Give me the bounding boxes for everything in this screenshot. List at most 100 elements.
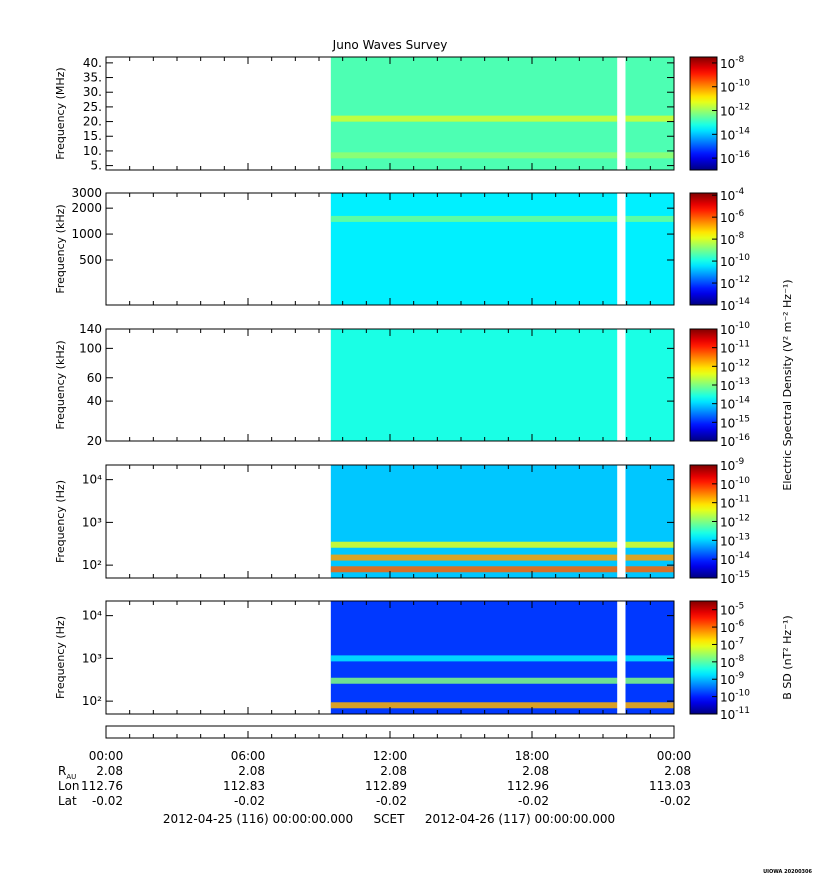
colorbar-tick-label: 10-9 xyxy=(720,671,745,687)
colorbar-tick-label: 10-15 xyxy=(720,570,750,586)
colorbar-tick-label: 10-12 xyxy=(720,275,750,291)
colorbar-tick-label: 10-10 xyxy=(720,476,750,492)
y-axis-label: Frequency (kHz) xyxy=(54,204,67,293)
time-range-label: SCET xyxy=(374,812,406,826)
colorbar-tick-label: 10-10 xyxy=(720,689,750,705)
y-tick-label: 10³ xyxy=(82,651,102,665)
y-tick-label: 100 xyxy=(79,341,102,355)
spectrogram-background xyxy=(330,57,674,170)
colorbar-tick-label: 10-4 xyxy=(720,187,745,203)
ephemeris-value: 2.08 xyxy=(96,764,123,778)
ephemeris-value: 112.89 xyxy=(365,779,407,793)
colorbar-label: Electric Spectral Density (V² m⁻² Hz⁻¹) xyxy=(781,279,794,490)
x-tick-label: 00:00 xyxy=(89,749,124,763)
y-axis-label: Frequency (Hz) xyxy=(54,480,67,563)
colorbar-tick-label: 10-10 xyxy=(720,321,750,337)
colorbar-tick-label: 10-8 xyxy=(720,231,745,247)
y-tick-label: 140 xyxy=(79,322,102,336)
footer-stamp: UIOWA 20200306 xyxy=(763,869,812,875)
ephemeris-row-label: Lon xyxy=(58,779,79,793)
spectrogram-band xyxy=(330,115,674,122)
y-tick-label: 60 xyxy=(87,371,102,385)
colorbar xyxy=(689,192,718,306)
ephemeris-row-label: Lat xyxy=(58,794,77,808)
ephemeris-value: 2.08 xyxy=(522,764,549,778)
x-tick-label: 12:00 xyxy=(373,749,408,763)
y-axis-label: Frequency (MHz) xyxy=(54,67,67,159)
ephemeris-value: -0.02 xyxy=(92,794,123,808)
colorbar-tick-label: 10-14 xyxy=(720,551,750,567)
data-gap xyxy=(617,57,626,170)
colorbar-tick-label: 10-11 xyxy=(720,495,750,511)
colorbar-tick-label: 10-11 xyxy=(720,340,750,356)
time-range-end: 2012-04-26 (117) 00:00:00.000 xyxy=(425,812,615,826)
colorbar-tick-label: 10-6 xyxy=(720,619,745,635)
colorbar xyxy=(689,56,718,171)
y-tick-label: 20 xyxy=(87,434,102,448)
y-tick-label: 40. xyxy=(83,56,102,70)
x-tick-label: 06:00 xyxy=(231,749,266,763)
y-tick-label: 3000 xyxy=(71,186,102,200)
y-tick-label: 10² xyxy=(82,694,102,708)
y-tick-label: 10² xyxy=(82,558,102,572)
panel-1: 5.10.15.20.25.30.35.40. Frequency (MHz) 10… xyxy=(54,55,750,173)
y-tick-label: 10³ xyxy=(82,515,102,529)
spectrogram-background xyxy=(330,329,674,441)
y-axis-label: Frequency (Hz) xyxy=(54,616,67,699)
y-tick-label: 15. xyxy=(83,129,102,143)
x-tick-label: 18:00 xyxy=(515,749,550,763)
colorbar-tick-label: 10-14 xyxy=(720,396,750,412)
time-range-start: 2012-04-25 (116) 00:00:00.000 xyxy=(163,812,353,826)
y-tick-label: 10. xyxy=(83,144,102,158)
colorbar-tick-label: 10-16 xyxy=(720,150,750,166)
colorbar-tick-label: 10-15 xyxy=(720,414,750,430)
ephemeris-value: 112.83 xyxy=(223,779,265,793)
ephemeris-value: -0.02 xyxy=(234,794,265,808)
y-tick-label: 30. xyxy=(83,85,102,99)
data-gap xyxy=(617,329,626,441)
data-gap xyxy=(617,601,626,714)
colorbar-tick-label: 10-16 xyxy=(720,433,750,449)
spectrogram-background xyxy=(330,193,674,305)
colorbar-label: B SD (nT² Hz⁻¹) xyxy=(781,615,794,699)
spectrogram-band xyxy=(330,655,674,662)
y-tick-label: 20. xyxy=(83,115,102,129)
spectrogram-band xyxy=(330,702,674,709)
spectrogram-band xyxy=(330,566,674,573)
colorbar-tick-label: 10-12 xyxy=(720,358,750,374)
data-gap xyxy=(617,465,626,578)
spectrogram-band xyxy=(330,677,674,684)
colorbar-tick-label: 10-14 xyxy=(720,297,750,313)
ephemeris-value: -0.02 xyxy=(518,794,549,808)
y-tick-label: 35. xyxy=(83,71,102,85)
y-tick-label: 500 xyxy=(79,253,102,267)
ephemeris-value: 112.76 xyxy=(81,779,123,793)
y-tick-label: 25. xyxy=(83,100,102,114)
y-tick-label: 1000 xyxy=(71,227,102,241)
figure-title: Juno Waves Survey xyxy=(332,38,448,52)
ephemeris-value: 112.96 xyxy=(507,779,549,793)
y-tick-label: 5. xyxy=(91,159,102,173)
spectrogram-band xyxy=(330,554,674,561)
colorbar-tick-label: 10-8 xyxy=(720,654,745,670)
spectrogram-band xyxy=(330,152,674,159)
ephemeris-value: -0.02 xyxy=(376,794,407,808)
y-tick-label: 2000 xyxy=(71,201,102,215)
colorbar-tick-label: 10-5 xyxy=(720,602,744,618)
y-tick-label: 10⁴ xyxy=(82,609,102,623)
colorbar-tick-label: 10-13 xyxy=(720,377,750,393)
colorbar-tick-label: 10-10 xyxy=(720,79,750,95)
colorbar-tick-label: 10-9 xyxy=(720,457,745,473)
colorbar-tick-label: 10-13 xyxy=(720,532,750,548)
colorbar-tick-label: 10-14 xyxy=(720,126,750,142)
panel-3: 20 40 60 100 140 Frequency (kHz) 10-10 10-11 10-… xyxy=(54,279,794,490)
spectrogram-band xyxy=(330,541,674,548)
y-axis-label: Frequency (kHz) xyxy=(54,340,67,429)
x-tick-label: 00:00 xyxy=(657,749,692,763)
ephemeris-value: 2.08 xyxy=(664,764,691,778)
colorbar-tick-label: 10-12 xyxy=(720,103,750,119)
ephemeris-value: 2.08 xyxy=(380,764,407,778)
